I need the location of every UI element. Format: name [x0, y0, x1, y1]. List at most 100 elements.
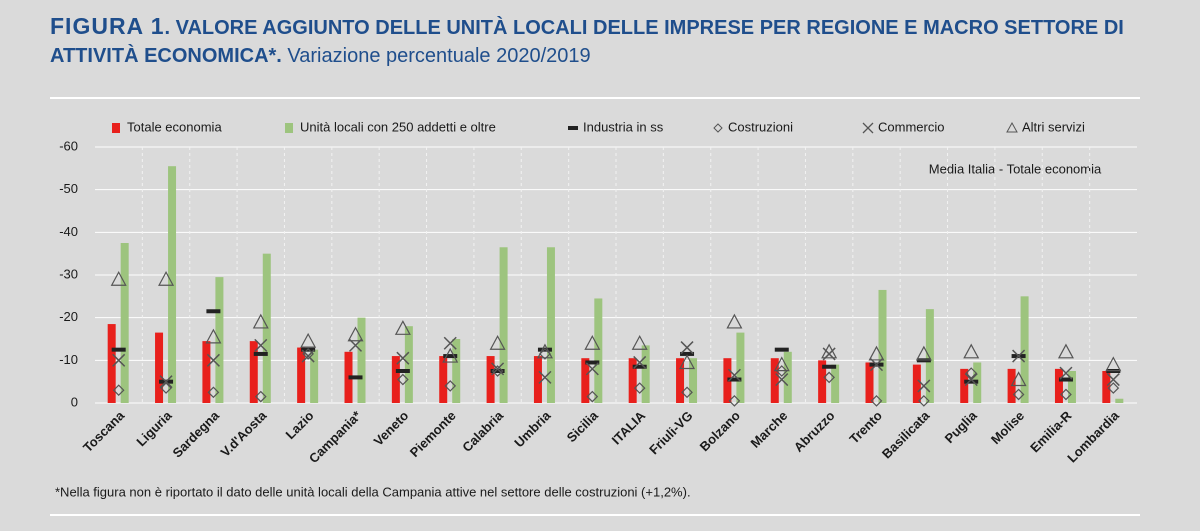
marker-diamond [1060, 388, 1072, 401]
marker-dash [822, 364, 837, 369]
x-tick-label: Toscana [80, 407, 128, 455]
marker-x [348, 338, 363, 352]
x-tick-label: Sardegna [169, 407, 222, 460]
marker-diamond [681, 386, 693, 399]
marker-x [159, 375, 173, 389]
annotation: Media Italia - Totale economia [929, 161, 1102, 176]
marker-diamond [728, 395, 741, 407]
marker-triangle [584, 335, 601, 350]
marker-diamond [397, 373, 409, 386]
marker-triangle [489, 335, 506, 350]
marker-dash [585, 360, 600, 365]
marker-x [775, 373, 789, 387]
marker-diamond [1012, 388, 1025, 401]
bar [736, 332, 745, 403]
marker-triangle [1105, 356, 1122, 372]
marker-triangle [536, 343, 553, 359]
marker-diamond [918, 395, 930, 407]
bar [404, 326, 413, 403]
bar [533, 356, 542, 403]
bar [107, 324, 116, 403]
marker-diamond [1107, 382, 1120, 394]
marker-triangle [679, 354, 696, 370]
marker-x [396, 351, 410, 365]
marker-diamond [775, 365, 788, 377]
y-tick-label: -50 [59, 181, 78, 196]
marker-dash [206, 309, 221, 314]
bar [689, 358, 698, 403]
x-tick-label: Emilia-R [1027, 408, 1075, 456]
y-tick-label: -60 [59, 138, 78, 153]
bar [878, 289, 887, 403]
marker-triangle [1057, 343, 1074, 359]
bar [120, 243, 129, 403]
marker-x [443, 336, 457, 350]
bar [357, 317, 366, 403]
marker-triangle [252, 313, 269, 329]
marker-x [491, 362, 505, 376]
y-tick-label: -40 [59, 224, 78, 239]
bar [155, 332, 164, 403]
marker-triangle [773, 356, 790, 372]
marker-diamond [160, 382, 172, 394]
legend-label: Altri servizi [1022, 119, 1085, 134]
marker-diamond [112, 384, 125, 397]
bar [960, 368, 969, 403]
bar [391, 356, 400, 403]
marker-diamond [254, 390, 267, 403]
marker-dash [443, 354, 458, 359]
x-tick-label: Calabria [459, 407, 506, 454]
x-tick-label: Veneto [371, 408, 412, 449]
marker-x [254, 338, 268, 352]
marker-triangle [963, 343, 980, 359]
marker-triangle [158, 271, 175, 286]
x-tick-label: Piemonte [407, 408, 459, 460]
bar [783, 351, 792, 403]
bar [486, 356, 495, 403]
marker-diamond [207, 386, 220, 399]
bar [1102, 371, 1111, 403]
marker-triangle [110, 271, 127, 286]
legend-swatch [568, 126, 578, 130]
footnote: *Nella figura non è riportato il dato de… [55, 484, 691, 499]
marker-x [917, 379, 931, 393]
marker-dash [727, 377, 742, 382]
x-tick-label: Liguria [133, 407, 175, 449]
marker-x [727, 368, 741, 382]
marker-diamond [539, 348, 551, 360]
marker-triangle [300, 332, 317, 348]
marker-diamond [965, 367, 978, 379]
bar [1020, 296, 1029, 403]
marker-x [680, 341, 694, 355]
legend-label: Commercio [878, 119, 944, 134]
bar [202, 341, 211, 403]
bar [594, 298, 603, 403]
marker-triangle [1010, 371, 1027, 387]
x-tick-label: Umbria [511, 407, 554, 450]
marker-diamond [444, 380, 457, 392]
header: FIGURA 1. VALORE AGGIUNTO DELLE UNITÀ LO… [50, 12, 1170, 70]
legend-label: Costruzioni [728, 119, 793, 134]
bar [546, 247, 555, 403]
x-tick-label: Abruzzo [791, 408, 838, 455]
x-tick-label: Trento [846, 408, 885, 447]
chart-title: . VALORE AGGIUNTO DELLE UNITÀ LOCALI DEL… [50, 17, 1124, 67]
marker-dash [490, 369, 505, 373]
marker-dash [111, 347, 126, 352]
legend-swatch [862, 122, 874, 134]
marker-dash [774, 347, 789, 352]
x-tick-label: Marche [748, 408, 791, 451]
x-tick-label: Lazio [283, 408, 317, 442]
bar [770, 358, 779, 403]
legend-label: Unità locali con 250 addetti e oltre [300, 119, 496, 134]
bar [865, 362, 874, 403]
x-tick-label: Basilicata [879, 407, 933, 461]
legend-label: Totale economia [127, 119, 222, 134]
legend-swatch [112, 123, 120, 133]
bar [818, 360, 827, 403]
marker-triangle [915, 345, 932, 361]
bar [831, 364, 840, 403]
marker-diamond [823, 371, 835, 384]
